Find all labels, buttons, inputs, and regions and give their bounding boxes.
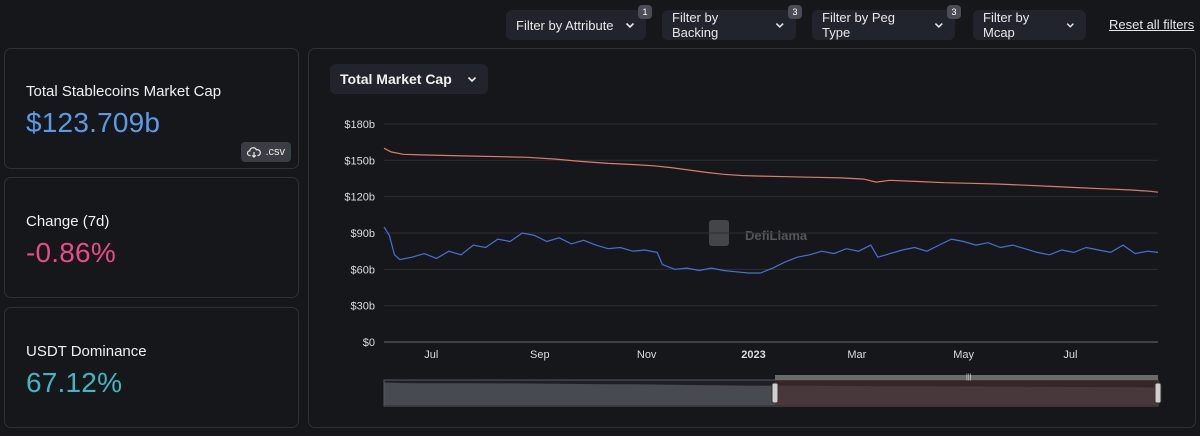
watermark-text: DefiLlama	[745, 228, 808, 243]
filter-label: Filter by Mcap	[983, 10, 1030, 40]
card-value: $123.709b	[26, 107, 161, 138]
chevron-down-icon	[776, 23, 785, 29]
slider-grip-icon: |||	[966, 374, 972, 381]
card-value: 67.12%	[26, 367, 123, 398]
download-csv-button[interactable]: .csv	[241, 142, 291, 162]
usdt-dominance-card: USDT Dominance 67.12%	[4, 307, 299, 428]
card-label: Total Stablecoins Market Cap	[26, 83, 222, 100]
y-tick-label: $60b	[351, 264, 375, 276]
data-zoom-slider[interactable]: |||	[383, 374, 1162, 407]
card-label: USDT Dominance	[26, 343, 147, 360]
filter-bar: Filter by Attribute 1 Filter by Backing …	[0, 5, 1200, 40]
y-tick-label: $30b	[351, 301, 375, 313]
y-axis: $180b $150b $120b $90b $60b $30b $0	[344, 119, 375, 349]
chevron-down-icon	[625, 22, 634, 29]
chevron-down-icon	[1067, 23, 1075, 28]
cloud-download-icon	[247, 147, 262, 158]
chart-type-select[interactable]: Total Market Cap	[330, 64, 488, 94]
csv-label: .csv	[265, 146, 285, 158]
filter-count-badge: 1	[638, 5, 652, 19]
series-line-0	[383, 147, 1159, 193]
y-tick-label: $90b	[351, 228, 375, 240]
y-tick-label: $150b	[344, 155, 375, 167]
filter-by-backing-button[interactable]: Filter by Backing 3	[662, 5, 802, 40]
y-tick-label: $180b	[344, 119, 375, 131]
x-tick-label: 2023	[741, 349, 765, 361]
series-line-1	[383, 226, 1159, 274]
x-tick-label: Jul	[424, 349, 438, 361]
slider-range-bar[interactable]	[775, 375, 1158, 380]
slider-left-handle[interactable]	[771, 382, 779, 404]
filter-label: Filter by Backing	[672, 10, 719, 40]
filter-label: Filter by Attribute	[516, 17, 614, 33]
x-tick-label: Mar	[847, 349, 866, 361]
chevron-down-icon	[935, 22, 944, 29]
slider-right-handle[interactable]	[1154, 382, 1162, 404]
x-tick-label: Nov	[637, 349, 657, 361]
y-tick-label: $0	[363, 337, 375, 349]
chart-select-label: Total Market Cap	[340, 71, 452, 87]
total-market-cap-card: Total Stablecoins Market Cap $123.709b .…	[4, 48, 299, 169]
x-axis: Jul Sep Nov 2023 Mar May Jul	[424, 349, 1077, 361]
filter-by-peg-type-button[interactable]: Filter by Peg Type 3	[812, 5, 961, 40]
card-label: Change (7d)	[26, 213, 110, 230]
x-tick-label: May	[953, 349, 974, 361]
filter-by-mcap-button[interactable]: Filter by Mcap	[973, 10, 1086, 40]
filter-by-attribute-button[interactable]: Filter by Attribute 1	[506, 5, 652, 40]
chevron-down-icon	[467, 76, 476, 83]
reset-filters-link[interactable]: Reset all filters	[1109, 17, 1195, 32]
filter-count-badge: 3	[947, 5, 961, 19]
x-tick-label: Jul	[1063, 349, 1077, 361]
change-7d-card: Change (7d) -0.86%	[4, 177, 299, 298]
filter-count-badge: 3	[788, 5, 802, 19]
chart-panel	[308, 48, 1196, 428]
y-tick-label: $120b	[344, 192, 375, 204]
filter-label: Filter by Peg Type	[822, 10, 895, 40]
x-tick-label: Sep	[530, 349, 550, 361]
chart-series	[383, 147, 1159, 274]
card-value: -0.86%	[26, 237, 116, 268]
slider-selected-range	[775, 380, 1158, 406]
